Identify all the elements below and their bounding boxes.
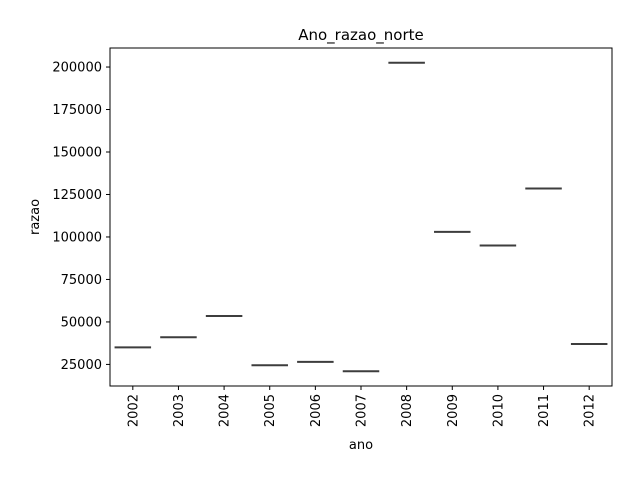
y-axis: 25000 50000 75000 100000 125000 150000 175000 2…	[52, 61, 110, 373]
plot-frame	[109, 47, 613, 387]
y-tick-label: 200000	[52, 61, 102, 76]
x-tick-label: 2010	[491, 394, 506, 427]
y-tick-label: 150000	[52, 146, 102, 161]
x-tick-label: 2006	[309, 394, 324, 427]
y-tick-label: 125000	[52, 188, 102, 203]
x-axis-label: ano	[349, 438, 373, 453]
x-axis: 2002 2003 2004 2005 2006 2007 2008 2009 2010 2011…	[126, 386, 598, 427]
y-tick-label: 25000	[61, 358, 102, 373]
chart-title: Ano_razao_norte	[298, 26, 424, 45]
x-tick-label: 2004	[218, 394, 233, 427]
x-tick-label: 2005	[263, 394, 278, 427]
y-tick-label: 175000	[52, 103, 102, 118]
x-tick-label: 2007	[355, 394, 370, 427]
y-tick-label: 50000	[61, 315, 102, 330]
x-tick-label: 2008	[400, 394, 415, 427]
x-tick-label: 2012	[583, 394, 598, 427]
plot-marks	[114, 61, 608, 373]
y-tick-label: 75000	[61, 273, 102, 288]
x-tick-label: 2002	[126, 394, 141, 427]
x-tick-label: 2011	[537, 394, 552, 427]
y-tick-label: 100000	[52, 230, 102, 245]
x-tick-label: 2003	[172, 394, 187, 427]
x-tick-label: 2009	[446, 394, 461, 427]
y-axis-label: razao	[28, 199, 43, 235]
